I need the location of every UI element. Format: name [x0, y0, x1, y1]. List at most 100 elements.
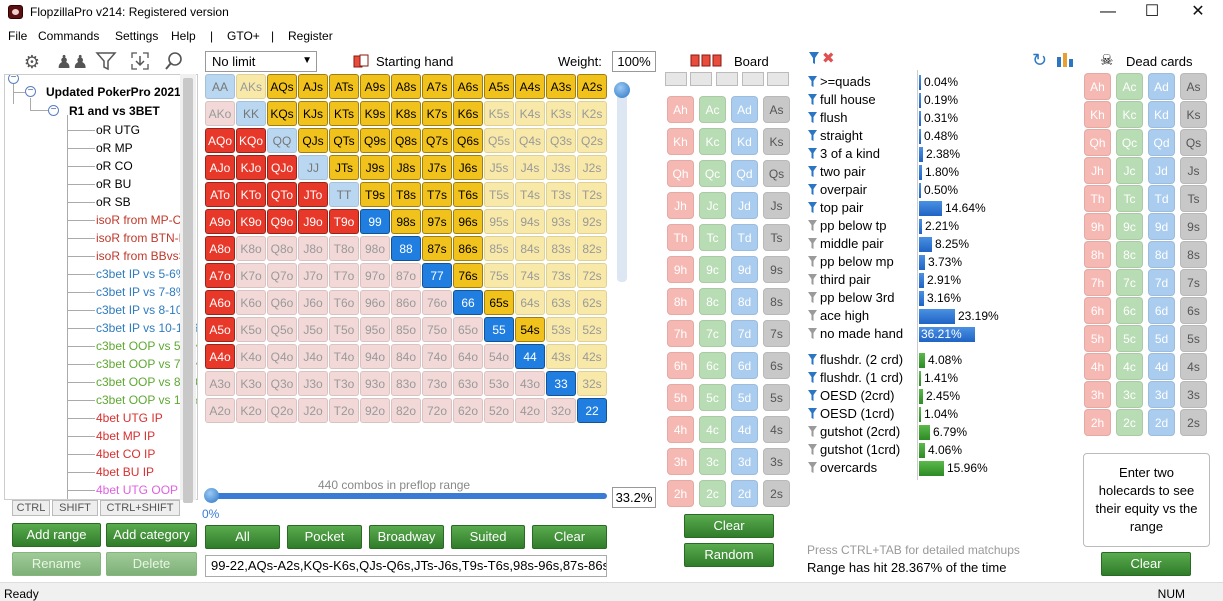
hand-cell[interactable]: J6s	[453, 155, 483, 180]
filter-icon[interactable]	[808, 184, 817, 195]
filter-icon[interactable]	[808, 256, 817, 267]
suited-button[interactable]: Suited	[451, 525, 525, 549]
hand-cell[interactable]: 42o	[515, 398, 545, 423]
stat-label[interactable]: flushdr. (2 crd)	[820, 352, 904, 367]
hand-cell[interactable]: Q5s	[484, 128, 514, 153]
hand-cell[interactable]: K3o	[236, 371, 266, 396]
hand-cell[interactable]: J5o	[298, 317, 328, 342]
hand-cell[interactable]: A7o	[205, 263, 235, 288]
hand-cell[interactable]: 96s	[453, 209, 483, 234]
hand-cell[interactable]: AJo	[205, 155, 235, 180]
clear-filter-icon[interactable]: ✖	[822, 50, 835, 67]
hand-cell[interactable]: Q6s	[453, 128, 483, 153]
hand-cell[interactable]: KTs	[329, 101, 359, 126]
hand-cell[interactable]: K3s	[546, 101, 576, 126]
hand-cell[interactable]: 82s	[577, 236, 607, 261]
hand-cell[interactable]: A6o	[205, 290, 235, 315]
hand-cell[interactable]: Q8o	[267, 236, 297, 261]
dead-card[interactable]: 5s	[1180, 325, 1207, 352]
hand-cell[interactable]: K6o	[236, 290, 266, 315]
dead-card[interactable]: 3s	[1180, 381, 1207, 408]
board-card[interactable]: Qh	[667, 160, 694, 187]
hand-cell[interactable]: Q5o	[267, 317, 297, 342]
hand-cell[interactable]: 66	[453, 290, 483, 315]
tree-range-item[interactable]: c3bet IP vs 10-15%	[96, 321, 198, 335]
board-card[interactable]: Jc	[699, 192, 726, 219]
pocket-button[interactable]: Pocket	[287, 525, 362, 549]
board-card[interactable]: Ac	[699, 96, 726, 123]
board-card[interactable]: 8d	[731, 288, 758, 315]
gear-icon[interactable]: ⚙	[23, 52, 41, 72]
board-card[interactable]: 3s	[763, 448, 790, 475]
hand-cell[interactable]: T2o	[329, 398, 359, 423]
import-icon[interactable]	[128, 50, 152, 74]
hand-cell[interactable]: 87s	[422, 236, 452, 261]
hand-cell[interactable]: A2s	[577, 74, 607, 99]
dead-card[interactable]: 9h	[1084, 213, 1111, 240]
hand-cell[interactable]: 98s	[391, 209, 421, 234]
hand-cell[interactable]: 54o	[484, 344, 514, 369]
hand-cell[interactable]: 95s	[484, 209, 514, 234]
hand-cell[interactable]: Q3s	[546, 128, 576, 153]
filter-icon[interactable]	[808, 166, 817, 177]
tree-range-item[interactable]: c3bet OOP vs 12%	[96, 393, 198, 407]
dead-card[interactable]: Tc	[1116, 185, 1143, 212]
dead-card[interactable]: Qs	[1180, 129, 1207, 156]
board-card[interactable]: 4c	[699, 416, 726, 443]
filter-icon[interactable]	[808, 390, 817, 401]
hand-cell[interactable]: 76s	[453, 263, 483, 288]
hand-cell[interactable]: J2o	[298, 398, 328, 423]
dead-card[interactable]: Js	[1180, 157, 1207, 184]
hand-cell[interactable]: 72o	[422, 398, 452, 423]
hand-cell[interactable]: 85o	[391, 317, 421, 342]
tree-range-item[interactable]: oR CO	[96, 159, 133, 173]
stat-label[interactable]: OESD (2crd)	[820, 388, 895, 403]
close-button[interactable]: ✕	[1191, 3, 1205, 20]
hand-cell[interactable]: 96o	[360, 290, 390, 315]
hand-cell[interactable]: A3o	[205, 371, 235, 396]
hand-cell[interactable]: T9s	[360, 182, 390, 207]
dead-card[interactable]: 6c	[1116, 297, 1143, 324]
stat-label[interactable]: >=quads	[820, 74, 871, 89]
dead-card[interactable]: 9s	[1180, 213, 1207, 240]
dead-card[interactable]: Qc	[1116, 129, 1143, 156]
hand-cell[interactable]: ATs	[329, 74, 359, 99]
hand-cell[interactable]: 74s	[515, 263, 545, 288]
hand-cell[interactable]: ATo	[205, 182, 235, 207]
stat-label[interactable]: third pair	[820, 272, 871, 287]
tree-range-item[interactable]: c3bet OOP vs 5-6%	[96, 339, 198, 353]
hand-cell[interactable]: K9o	[236, 209, 266, 234]
hand-cell[interactable]: 82o	[391, 398, 421, 423]
hand-cell[interactable]: Q4o	[267, 344, 297, 369]
board-clear-button[interactable]: Clear	[684, 514, 774, 538]
hand-cell[interactable]: 73o	[422, 371, 452, 396]
hand-cell[interactable]: 84s	[515, 236, 545, 261]
hand-cell[interactable]: AKo	[205, 101, 235, 126]
hand-cell[interactable]: 77	[422, 263, 452, 288]
dead-card[interactable]: 8d	[1148, 241, 1175, 268]
ctrl-modifier[interactable]: CTRL	[12, 500, 50, 516]
weight-input[interactable]: 100%	[612, 51, 656, 72]
hand-cell[interactable]: T4s	[515, 182, 545, 207]
dead-card[interactable]: 6h	[1084, 297, 1111, 324]
minimize-button[interactable]: —	[1100, 3, 1116, 20]
hand-cell[interactable]: T4o	[329, 344, 359, 369]
hand-cell[interactable]: K2s	[577, 101, 607, 126]
board-card[interactable]: 3h	[667, 448, 694, 475]
board-slot[interactable]	[716, 72, 738, 86]
dead-card[interactable]: 8c	[1116, 241, 1143, 268]
hand-cell[interactable]: 63s	[546, 290, 576, 315]
shift-modifier[interactable]: SHIFT	[52, 500, 98, 516]
hand-cell[interactable]: KQo	[236, 128, 266, 153]
hand-cell[interactable]: KTo	[236, 182, 266, 207]
stat-label[interactable]: overcards	[820, 460, 878, 475]
hand-cell[interactable]: 88	[391, 236, 421, 261]
hand-cell[interactable]: J3s	[546, 155, 576, 180]
hand-cell[interactable]: J8s	[391, 155, 421, 180]
tree-range-item[interactable]: isoR from BTN-BB	[96, 231, 195, 245]
stat-label[interactable]: gutshot (2crd)	[820, 424, 901, 439]
board-card[interactable]: 4h	[667, 416, 694, 443]
tree-scrollbar-thumb[interactable]	[183, 78, 193, 503]
hand-cell[interactable]: A2o	[205, 398, 235, 423]
dead-card[interactable]: 7c	[1116, 269, 1143, 296]
